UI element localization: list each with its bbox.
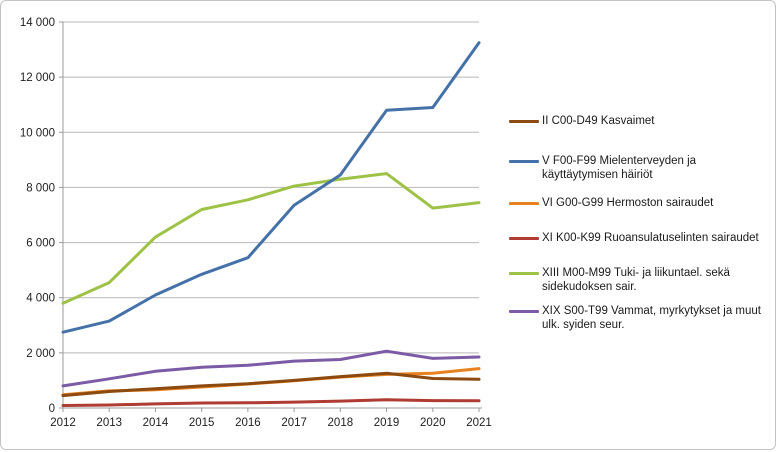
legend-swatch <box>509 202 539 205</box>
x-tick-label: 2013 <box>96 417 122 429</box>
legend-item-label: ulk. syiden seur. <box>542 319 625 331</box>
y-tick-label: 12 000 <box>20 72 55 84</box>
y-tick-label: 8 000 <box>26 182 55 194</box>
legend-item-label: käyttäytymisen häiriöt <box>542 169 653 181</box>
legend-swatch <box>509 310 539 313</box>
legend-item-label: VI G00-G99 Hermoston sairaudet <box>542 197 714 209</box>
y-tick-label: 6 000 <box>26 238 55 250</box>
legend-item-label: XIII M00-M99 Tuki- ja liikuntael. sekä <box>542 267 730 279</box>
y-tick-label: 0 <box>49 403 55 415</box>
legend-swatch <box>509 160 539 163</box>
legend-item-label: sidekudoksen sair. <box>542 281 637 293</box>
x-tick-label: 2018 <box>328 417 354 429</box>
y-tick-label: 4 000 <box>26 293 55 305</box>
x-tick-label: 2016 <box>235 417 261 429</box>
series-line-1 <box>61 371 481 398</box>
legend-item: II C00-D49 Kasvaimet <box>509 114 771 128</box>
legend-item: XIX S00-T99 Vammat, myrkytykset ja muut u… <box>509 304 771 332</box>
y-tick-label: 10 000 <box>20 127 55 139</box>
series-line-6 <box>61 349 481 388</box>
legend-item: XIII M00-M99 Tuki- ja liikuntael. sekä si… <box>509 266 771 294</box>
y-tick-label: 14 000 <box>20 17 55 29</box>
legend-item-label: XIX S00-T99 Vammat, myrkytykset ja muut <box>542 305 761 317</box>
x-tick-label: 2014 <box>143 417 169 429</box>
series-line-4 <box>61 398 481 407</box>
legend-item: XI K00-K99 Ruoansulatuselinten sairaudet <box>509 231 771 245</box>
legend-item-label: V F00-F99 Mielenterveyden ja <box>542 155 697 167</box>
x-tick-label: 2015 <box>189 417 215 429</box>
legend-swatch <box>509 237 539 240</box>
x-tick-label: 2021 <box>466 417 492 429</box>
legend-item-label: II C00-D49 Kasvaimet <box>542 115 655 127</box>
legend-item-label: XI K00-K99 Ruoansulatuselinten sairaudet <box>542 232 759 244</box>
legend-item: VI G00-G99 Hermoston sairaudet <box>509 196 771 210</box>
legend-swatch <box>509 120 539 123</box>
chart-legend: II C00-D49 Kasvaimet V F00-F99 Mielenterv… <box>509 114 771 332</box>
x-tick-label: 2019 <box>374 417 400 429</box>
x-tick-label: 2012 <box>50 417 76 429</box>
legend-item: V F00-F99 Mielenterveyden ja käyttäytymis… <box>509 154 771 182</box>
y-tick-label: 2 000 <box>26 348 55 360</box>
x-tick-label: 2017 <box>281 417 307 429</box>
x-tick-label: 2020 <box>420 417 446 429</box>
series-line-2 <box>61 41 481 334</box>
series-line-5 <box>61 172 481 305</box>
legend-swatch <box>509 272 539 275</box>
